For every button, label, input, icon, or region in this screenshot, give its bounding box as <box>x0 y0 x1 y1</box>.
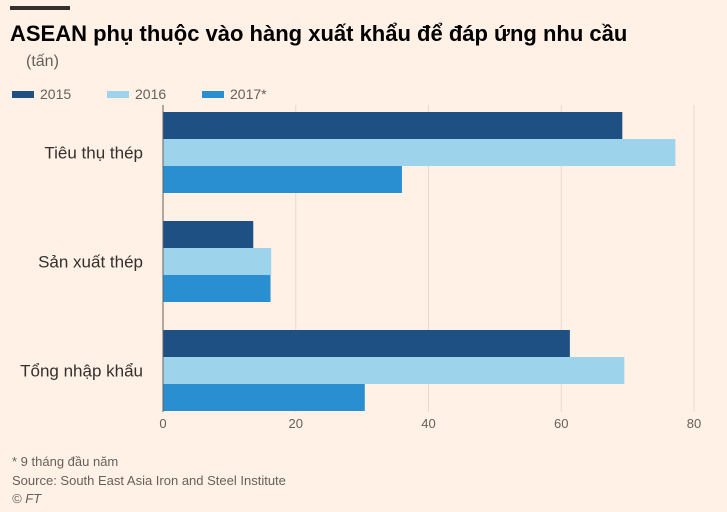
x-tick-label: 0 <box>159 416 166 431</box>
source-note: Source: South East Asia Iron and Steel I… <box>12 473 286 488</box>
bar-2017-1 <box>163 275 271 302</box>
category-label: Sản xuất thép <box>38 253 143 272</box>
legend-swatch-2017 <box>202 91 224 98</box>
bar-2016-2 <box>163 357 625 384</box>
bar-2015-1 <box>163 221 254 248</box>
x-tick-label: 80 <box>687 416 701 431</box>
bar-2016-1 <box>163 248 272 275</box>
bar-2015-2 <box>163 330 570 357</box>
legend-label-2016: 2016 <box>135 86 167 102</box>
chart-title: ASEAN phụ thuộc vào hàng xuất khẩu để đá… <box>10 21 628 46</box>
bar-2017-0 <box>163 166 402 193</box>
legend-swatch-2015 <box>12 91 34 98</box>
legend-label-2015: 2015 <box>40 86 72 102</box>
legend-swatch-2016 <box>107 91 129 98</box>
category-label: Tổng nhập khẩu <box>20 362 143 381</box>
credit-note: © FT <box>12 491 42 506</box>
bar-chart: Tiêu thụ thép Sản xuất thép Tổng nhập khẩu… <box>20 105 701 431</box>
title-rule <box>10 6 70 10</box>
footnote: * 9 tháng đầu năm <box>12 454 119 469</box>
x-tick-label: 60 <box>554 416 568 431</box>
chart-subtitle: (tấn) <box>26 53 59 70</box>
category-label: Tiêu thụ thép <box>44 144 143 163</box>
legend-label-2017: 2017* <box>230 86 267 102</box>
x-tick-label: 40 <box>421 416 435 431</box>
x-tick-label: 20 <box>289 416 303 431</box>
bar-2015-0 <box>163 112 623 139</box>
bar-2016-0 <box>163 139 676 166</box>
bar-2017-2 <box>163 384 365 411</box>
